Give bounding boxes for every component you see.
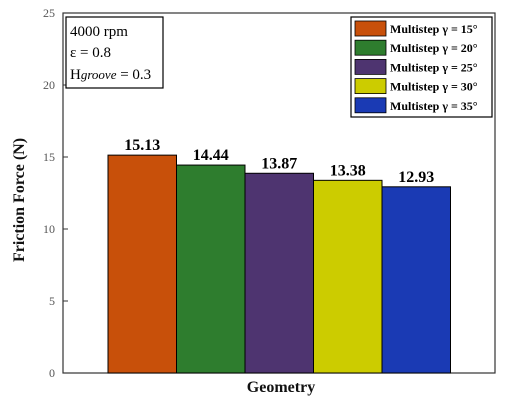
groove-sub: groove xyxy=(81,67,117,82)
legend-label-4: Multistep γ = 30° xyxy=(390,80,478,94)
data-label-2: 14.44 xyxy=(193,147,229,164)
data-label-3: 13.87 xyxy=(261,155,297,172)
legend-swatch-1 xyxy=(354,20,387,37)
bar-4 xyxy=(313,179,383,374)
legend-label-2: Multistep γ = 20° xyxy=(390,41,478,55)
groove-h: H xyxy=(70,67,81,83)
data-label-5: 12.93 xyxy=(398,169,434,186)
bar-1 xyxy=(107,154,177,374)
annotation-eccentricity: ε = 0.8 xyxy=(70,45,111,61)
bars-group xyxy=(107,154,451,374)
legend-swatch-5 xyxy=(354,97,387,114)
data-label-1: 15.13 xyxy=(124,137,160,154)
data-label-4: 13.38 xyxy=(330,162,366,179)
y-tick-label-0: 0 xyxy=(49,366,55,380)
annotation-speed: 4000 rpm xyxy=(70,24,128,40)
y-tick-label-5: 25 xyxy=(43,6,55,20)
bar-5 xyxy=(381,186,451,374)
annotation-box: 4000 rpm ε = 0.8 Hgroove = 0.3 xyxy=(65,16,164,89)
legend-label-1: Multistep γ = 15° xyxy=(390,22,478,36)
legend-label-5: Multistep γ = 35° xyxy=(390,99,478,113)
y-tick-label-3: 15 xyxy=(43,150,55,164)
annotation-groove: Hgroove = 0.3 xyxy=(70,67,151,83)
legend-label-3: Multistep γ = 25° xyxy=(390,60,478,74)
legend-swatch-3 xyxy=(354,59,387,75)
groove-value: = 0.3 xyxy=(116,67,151,83)
y-tick-label-2: 10 xyxy=(43,222,55,236)
y-tick-label-1: 5 xyxy=(49,294,55,308)
legend-swatch-2 xyxy=(354,39,387,56)
y-tick-label-4: 20 xyxy=(43,78,55,92)
bar-2 xyxy=(176,164,246,374)
legend: Multistep γ = 15° Multistep γ = 20° Multis… xyxy=(350,16,493,118)
y-axis-title: Friction Force (N) xyxy=(11,138,28,262)
legend-swatch-4 xyxy=(354,78,387,94)
x-axis-title: Geometry xyxy=(247,379,315,396)
bar-3 xyxy=(244,172,314,374)
data-labels-group: 15.13 14.44 13.87 13.38 12.93 xyxy=(124,137,434,186)
y-axis-ticks: 0 5 10 15 20 25 xyxy=(43,6,68,380)
annotation-box-frame xyxy=(65,16,164,89)
